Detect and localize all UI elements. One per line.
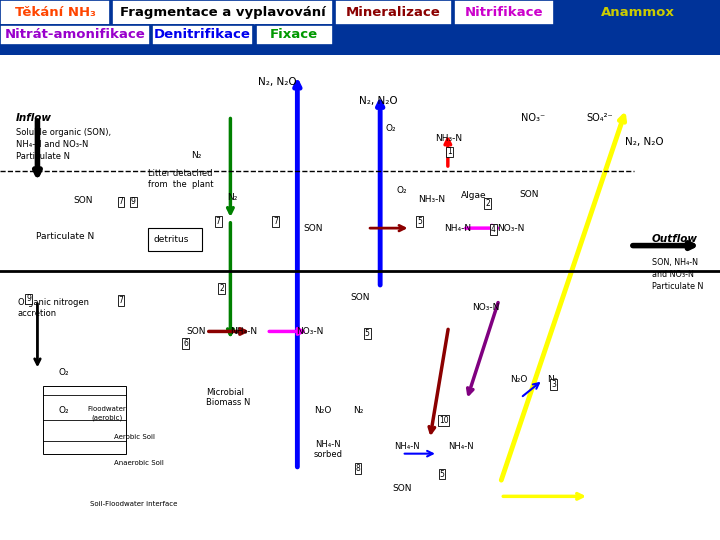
FancyBboxPatch shape (152, 25, 253, 45)
Text: NH₄-N: NH₄-N (394, 442, 420, 451)
Text: 3: 3 (552, 380, 556, 389)
Text: Soil-Floodwater interface: Soil-Floodwater interface (90, 501, 177, 507)
Text: 7: 7 (119, 296, 123, 306)
Text: (aerobic): (aerobic) (91, 415, 122, 421)
Text: 4: 4 (491, 225, 495, 234)
Text: N₂O: N₂O (510, 375, 527, 384)
Text: Particulate N: Particulate N (16, 152, 70, 161)
Text: NH₃-N: NH₃-N (435, 134, 462, 143)
Text: SON: SON (303, 224, 323, 233)
FancyBboxPatch shape (256, 25, 333, 45)
Text: 7: 7 (274, 217, 278, 226)
Text: Anammox: Anammox (601, 6, 675, 19)
Text: Microbial: Microbial (206, 388, 244, 396)
Text: Mineralizace: Mineralizace (346, 6, 441, 19)
Text: 7: 7 (216, 217, 220, 226)
FancyBboxPatch shape (0, 25, 150, 45)
FancyBboxPatch shape (0, 55, 720, 540)
Text: Aerobic Soil: Aerobic Soil (114, 434, 155, 440)
Text: SON: SON (350, 293, 370, 302)
FancyBboxPatch shape (557, 0, 720, 25)
Text: O₂: O₂ (386, 124, 396, 133)
Text: Těkání NH₃: Těkání NH₃ (14, 6, 96, 19)
FancyBboxPatch shape (112, 0, 333, 25)
Text: N₂O: N₂O (314, 406, 331, 415)
Text: 5: 5 (365, 329, 369, 339)
Text: Litter detached: Litter detached (148, 170, 212, 178)
Text: detritus: detritus (153, 235, 189, 244)
Text: NO₃-N: NO₃-N (498, 224, 525, 233)
Text: SON: SON (73, 196, 93, 205)
Text: NH₄-N and NO₃-N: NH₄-N and NO₃-N (16, 140, 89, 149)
Text: Particulate N: Particulate N (36, 232, 94, 241)
Text: O₂: O₂ (397, 186, 407, 195)
Text: NH₃-N: NH₃-N (418, 194, 446, 204)
Text: 10: 10 (438, 416, 449, 425)
Text: 8: 8 (356, 464, 360, 472)
Text: NO₃-N: NO₃-N (296, 327, 323, 336)
Text: 7: 7 (119, 198, 123, 206)
Text: Nitrifikace: Nitrifikace (465, 6, 544, 19)
Text: 5: 5 (418, 217, 422, 226)
Text: NO₃-N: NO₃-N (472, 303, 500, 312)
Text: N₂: N₂ (547, 375, 557, 384)
FancyBboxPatch shape (335, 0, 452, 25)
Text: O₂: O₂ (58, 406, 68, 415)
Text: Soluble organic (SON),: Soluble organic (SON), (16, 128, 111, 137)
Text: Particulate N: Particulate N (652, 282, 703, 291)
Text: N₂, N₂O: N₂, N₂O (258, 77, 297, 86)
Text: O₂: O₂ (58, 368, 68, 377)
FancyBboxPatch shape (43, 386, 126, 454)
Text: Fixace: Fixace (270, 29, 318, 42)
FancyBboxPatch shape (148, 228, 202, 252)
Text: accretion: accretion (18, 308, 57, 318)
Text: N₂, N₂O: N₂, N₂O (625, 137, 664, 147)
Text: NH₄-N: NH₄-N (315, 440, 341, 449)
FancyBboxPatch shape (0, 0, 110, 25)
Text: Organic nitrogen: Organic nitrogen (18, 298, 89, 307)
FancyBboxPatch shape (454, 0, 554, 25)
Text: N₂: N₂ (227, 193, 237, 202)
Text: N₂: N₂ (191, 151, 201, 160)
Text: Anaerobic Soil: Anaerobic Soil (114, 461, 163, 467)
Text: SON, NH₄-N: SON, NH₄-N (652, 258, 698, 267)
Text: Algae: Algae (461, 191, 487, 200)
Text: 9: 9 (131, 198, 135, 206)
Text: from  the  plant: from the plant (148, 180, 213, 189)
Text: Outflow: Outflow (652, 234, 698, 244)
Text: SON: SON (392, 484, 412, 492)
Text: NH₄-N: NH₄-N (230, 327, 257, 336)
Text: and NO₃-N: and NO₃-N (652, 269, 693, 279)
Text: SON: SON (519, 190, 539, 199)
Text: Nitrát-amonifikace: Nitrát-amonifikace (4, 29, 145, 42)
Text: NO₃⁻: NO₃⁻ (521, 113, 545, 123)
Text: 2: 2 (485, 199, 490, 208)
Text: NH₄-N: NH₄-N (444, 224, 471, 233)
Text: NH₄-N: NH₄-N (448, 442, 474, 451)
Text: Fragmentace a vyplavování: Fragmentace a vyplavování (120, 6, 325, 19)
Text: 6: 6 (184, 339, 188, 348)
Text: 2: 2 (220, 284, 224, 293)
Text: Inflow: Inflow (16, 113, 52, 123)
Text: 1: 1 (447, 147, 451, 157)
Text: sorbed: sorbed (314, 450, 343, 458)
Text: SON: SON (186, 327, 207, 336)
Text: N₂: N₂ (354, 406, 364, 415)
Text: Denitrifikace: Denitrifikace (154, 29, 251, 42)
Text: Biomass N: Biomass N (206, 398, 251, 407)
Text: 9: 9 (27, 294, 31, 303)
Text: SO₄²⁻: SO₄²⁻ (587, 113, 613, 123)
Text: 5: 5 (440, 470, 444, 478)
Text: N₂, N₂O: N₂, N₂O (359, 96, 397, 106)
Text: Floodwater: Floodwater (87, 406, 126, 412)
